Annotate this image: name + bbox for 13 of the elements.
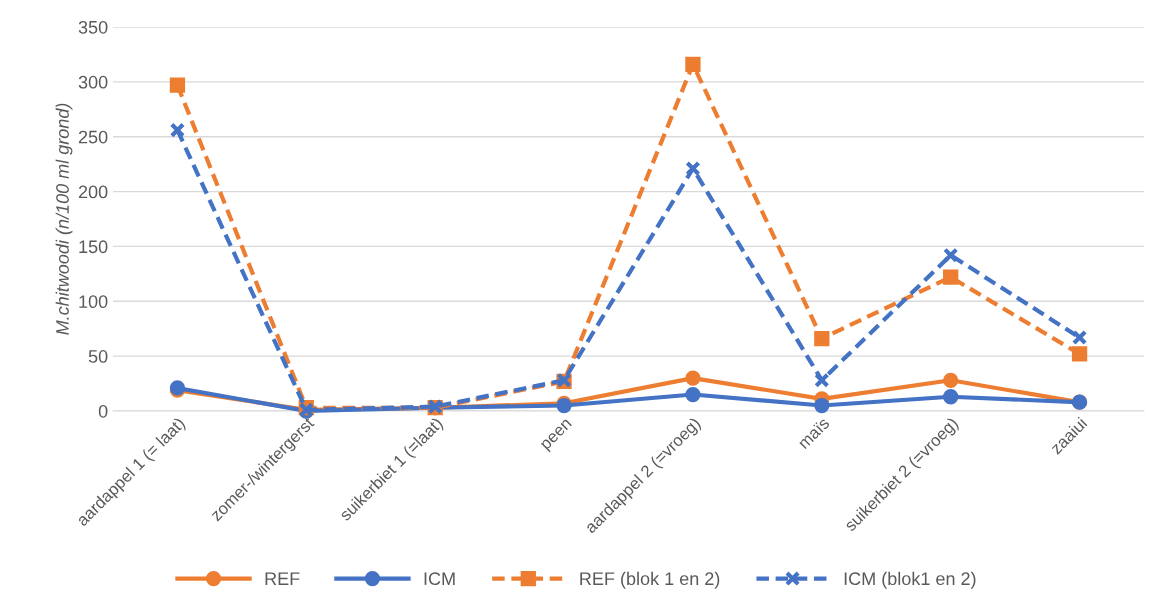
legend-label: ICM <box>424 572 455 586</box>
y-tick-label: 200 <box>78 185 108 199</box>
y-tick-label: 0 <box>98 404 108 418</box>
legend-label: ICM (blok1 en 2) <box>844 571 976 589</box>
y-tick-label: 150 <box>79 240 108 254</box>
y-tick-label: 100 <box>79 295 108 309</box>
y-tick-label: 350 <box>78 20 108 34</box>
y-tick-label: 300 <box>78 75 108 89</box>
y-tick-label: 250 <box>78 130 108 144</box>
legend-label: REF <box>265 572 300 585</box>
legend-label: REF (blok 1 en 2) <box>580 571 720 589</box>
y-tick-label: 50 <box>88 350 108 363</box>
y-axis-title: M.chitwoodi (n/100 ml grond) <box>55 103 73 335</box>
